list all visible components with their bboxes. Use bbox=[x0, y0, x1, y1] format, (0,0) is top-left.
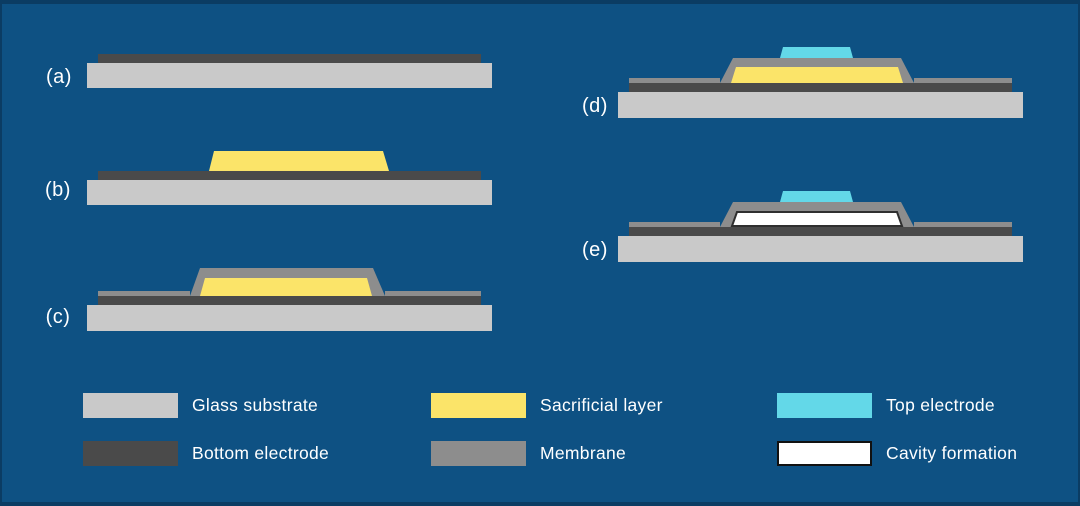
bottom-electrode-layer bbox=[98, 296, 481, 305]
step-d-figure bbox=[618, 47, 1023, 118]
step-label-a: (a) bbox=[46, 66, 72, 88]
bottom-electrode-layer bbox=[98, 171, 481, 180]
step-a-figure bbox=[87, 54, 492, 88]
glass-substrate-layer bbox=[87, 180, 492, 205]
membrane-strip-right bbox=[914, 222, 1012, 227]
legend-label: Sacrificial layer bbox=[540, 395, 663, 415]
membrane-swatch bbox=[431, 441, 526, 466]
glass-substrate-layer bbox=[87, 305, 492, 331]
step-label-c: (c) bbox=[45, 306, 71, 328]
membrane-strip-right bbox=[385, 291, 481, 296]
glass-substrate-layer bbox=[87, 63, 492, 88]
legend-item-top-electrode: Top electrode bbox=[777, 393, 995, 418]
bottom-electrode-swatch bbox=[83, 441, 178, 466]
legend-label: Bottom electrode bbox=[192, 443, 330, 463]
legend-item-membrane: Membrane bbox=[431, 441, 626, 466]
legend-label: Membrane bbox=[540, 443, 627, 463]
top-electrode-shape bbox=[780, 191, 853, 202]
membrane-strip-left bbox=[629, 78, 720, 83]
step-label-d: (d) bbox=[582, 95, 608, 117]
legend-label: Top electrode bbox=[886, 395, 995, 415]
legend-item-sacrificial-layer: Sacrificial layer bbox=[431, 393, 663, 418]
sacrificial-layer-shape bbox=[731, 67, 903, 83]
step-label-e: (e) bbox=[582, 239, 608, 261]
step-e-figure bbox=[618, 191, 1023, 262]
membrane-strip-left bbox=[629, 222, 720, 227]
top-electrode-shape bbox=[780, 47, 853, 58]
legend-label: Glass substrate bbox=[192, 395, 319, 415]
step-label-b: (b) bbox=[45, 179, 71, 201]
step-b-figure bbox=[87, 151, 492, 205]
glass-substrate-layer bbox=[618, 236, 1023, 262]
legend-item-bottom-electrode: Bottom electrode bbox=[83, 441, 329, 466]
sacrificial-layer-shape bbox=[200, 278, 372, 296]
top-electrode-swatch bbox=[777, 393, 872, 418]
bottom-electrode-layer bbox=[98, 54, 481, 63]
membrane-strip-left bbox=[98, 291, 190, 296]
sacrificial-layer-swatch bbox=[431, 393, 526, 418]
cavity-shape bbox=[730, 211, 904, 227]
cavity-formation-swatch bbox=[777, 441, 872, 466]
bottom-electrode-layer bbox=[629, 227, 1012, 236]
legend-item-glass-substrate: Glass substrate bbox=[83, 393, 318, 418]
glass-substrate-layer bbox=[618, 92, 1023, 118]
glass-substrate-swatch bbox=[83, 393, 178, 418]
step-c-figure bbox=[87, 268, 492, 331]
legend-item-cavity-formation: Cavity formation bbox=[777, 441, 1017, 466]
sacrificial-layer-shape bbox=[209, 151, 389, 171]
bottom-electrode-layer bbox=[629, 83, 1012, 92]
legend-label: Cavity formation bbox=[886, 443, 1018, 463]
membrane-strip-right bbox=[914, 78, 1012, 83]
